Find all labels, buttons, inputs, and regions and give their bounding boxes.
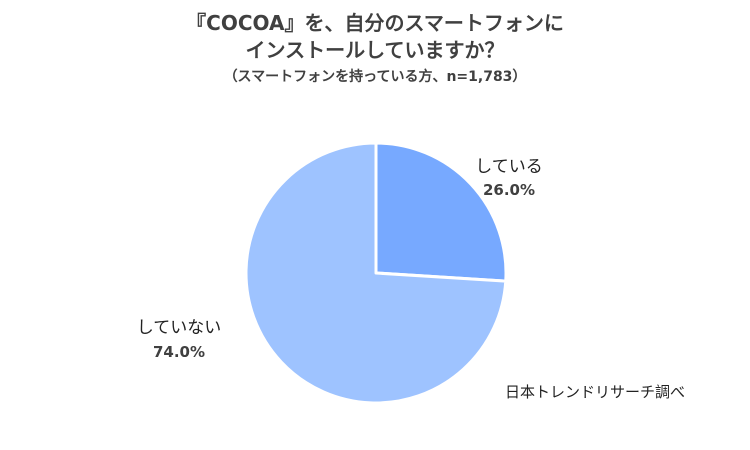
chart-title-line-1: 『COCOA』を、自分のスマートフォンに	[186, 11, 564, 35]
source-note: 日本トレンドリサーチ調べ	[505, 383, 686, 401]
chart-title: 『COCOA』を、自分のスマートフォンに インストールしていますか？	[0, 10, 750, 64]
pie-slices	[244, 141, 508, 405]
slice-installed	[374, 141, 508, 283]
slice-value-installed: 26.0%	[483, 181, 535, 199]
slice-label-installed: している	[475, 157, 543, 177]
chart-title-line-2: インストールしていますか？	[245, 38, 505, 62]
slice-value-not-installed: 74.0%	[153, 343, 205, 361]
slice-label-not-installed: していない	[137, 318, 222, 338]
slice-not-installed	[244, 141, 508, 405]
chart-subtitle: （スマートフォンを持っている方、n=1,783）	[223, 69, 527, 85]
